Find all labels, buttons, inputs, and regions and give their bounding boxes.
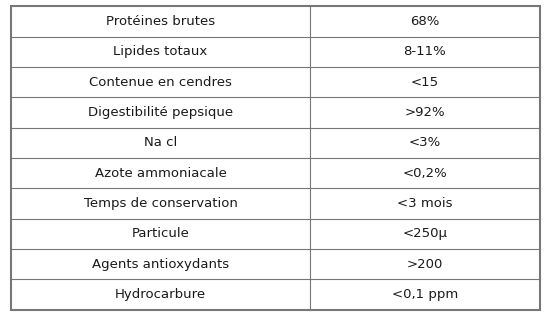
Text: <15: <15 — [411, 76, 439, 89]
Text: Digestibilité pepsique: Digestibilité pepsique — [88, 106, 233, 119]
Text: 8-11%: 8-11% — [403, 45, 446, 58]
Text: Temps de conservation: Temps de conservation — [84, 197, 237, 210]
Text: <3 mois: <3 mois — [397, 197, 453, 210]
Text: <0,1 ppm: <0,1 ppm — [392, 288, 458, 301]
Text: <3%: <3% — [409, 136, 441, 149]
Text: Contenue en cendres: Contenue en cendres — [89, 76, 232, 89]
Text: Protéines brutes: Protéines brutes — [106, 15, 215, 28]
Text: <0,2%: <0,2% — [403, 167, 447, 180]
Text: Particule: Particule — [132, 227, 190, 240]
Text: Lipides totaux: Lipides totaux — [114, 45, 208, 58]
Text: >200: >200 — [407, 258, 443, 271]
Text: >92%: >92% — [404, 106, 445, 119]
Text: Na cl: Na cl — [144, 136, 177, 149]
Text: <250μ: <250μ — [402, 227, 447, 240]
Text: Azote ammoniacale: Azote ammoniacale — [95, 167, 226, 180]
Text: Hydrocarbure: Hydrocarbure — [115, 288, 206, 301]
Text: Agents antioxydants: Agents antioxydants — [92, 258, 229, 271]
Text: 68%: 68% — [410, 15, 440, 28]
